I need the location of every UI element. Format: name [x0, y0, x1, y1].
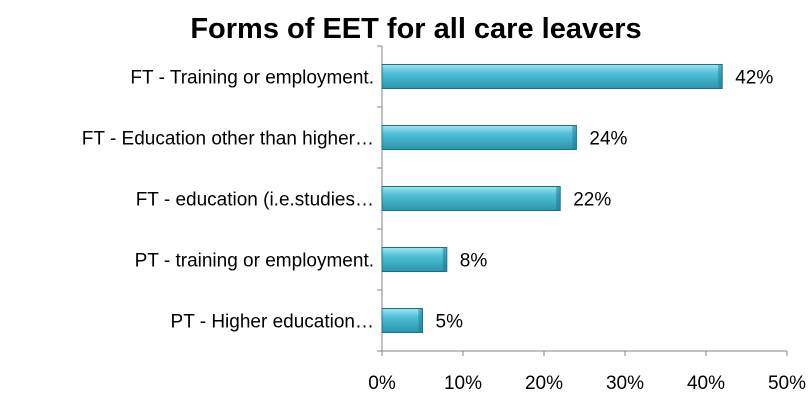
x-tick-label: 10%	[444, 373, 482, 394]
chart-title: Forms of EET for all care leavers	[190, 13, 641, 45]
bar-end-shade	[556, 186, 561, 211]
data-label: 42%	[735, 68, 773, 89]
bar	[381, 64, 723, 89]
bar-end-shade	[418, 308, 423, 333]
bar-end-shade	[718, 64, 723, 89]
category-label: FT - education (i.e.studies…	[136, 190, 374, 211]
data-label: 24%	[589, 129, 627, 150]
x-tick-label: 20%	[525, 373, 563, 394]
bar	[381, 125, 577, 150]
bar-end-shade	[572, 125, 577, 150]
x-tick-label: 40%	[687, 373, 725, 394]
x-tick-label: 50%	[768, 373, 806, 394]
bar-end-shade	[442, 247, 447, 272]
category-label: FT - Training or employment.	[130, 68, 374, 89]
bar	[381, 308, 423, 333]
data-label: 5%	[436, 312, 464, 333]
data-label: 8%	[460, 251, 488, 272]
plot-area: 0% 10% 20% 30% 40% 50% FT - Training or employ…	[82, 45, 806, 394]
category-label: FT - Education other than higher…	[82, 129, 374, 150]
data-label: 22%	[573, 190, 611, 211]
x-tick-label: 0%	[368, 373, 396, 394]
bar	[381, 186, 561, 211]
x-tick-label: 30%	[606, 373, 644, 394]
category-label: PT - training or employment.	[135, 251, 374, 272]
bar	[381, 247, 448, 272]
category-label: PT - Higher education…	[171, 312, 374, 333]
